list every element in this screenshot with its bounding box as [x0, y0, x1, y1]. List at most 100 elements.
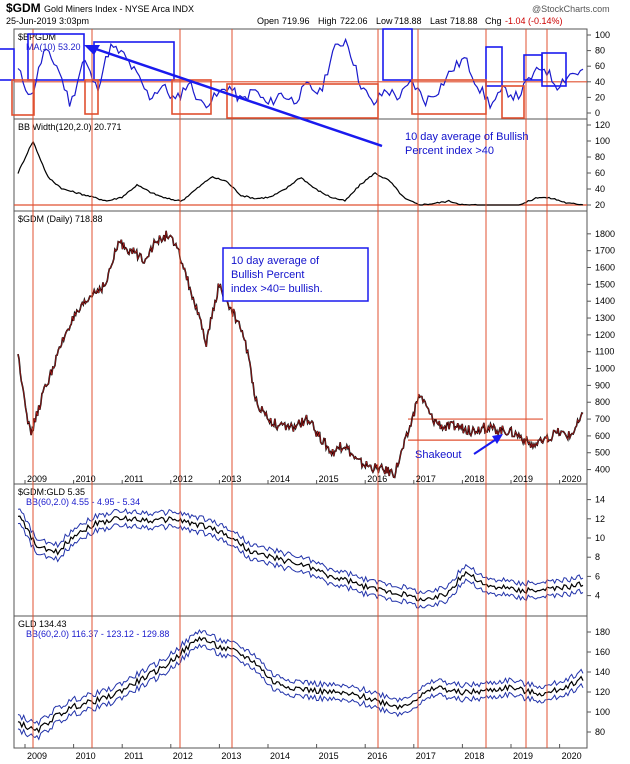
x-tick-label: 2017 [416, 474, 436, 484]
bearish-box [11, 79, 35, 116]
x-tick-label: 2014 [270, 474, 290, 484]
x-tick-label: 2016 [367, 751, 387, 761]
bb-lower [17, 522, 584, 609]
series-line [17, 37, 584, 110]
x-tick-label: 2013 [221, 751, 241, 761]
y-tick-label: 80 [595, 46, 605, 56]
x-tick-label: 2016 [367, 474, 387, 484]
y-tick-label: 80 [595, 727, 605, 737]
y-tick-label: 80 [595, 152, 605, 162]
y-tick-label: 1300 [595, 313, 615, 323]
y-tick-label: 14 [595, 495, 605, 505]
last-label: Last [430, 16, 448, 26]
y-tick-label: 500 [595, 448, 610, 458]
index-name: Gold Miners Index - NYSE Arca INDX [44, 4, 194, 14]
bpi-annotation-line-1: 10 day average of Bullish [405, 131, 529, 143]
bpi-annotation: 10 day average of Bullish Percent index … [84, 45, 529, 157]
y-tick-label: 100 [595, 707, 610, 717]
bullish-box [27, 33, 85, 81]
y-tick-label: 140 [595, 667, 610, 677]
x-tick-label: 2018 [464, 474, 484, 484]
y-tick-label: 1100 [595, 347, 614, 357]
red-vertical-lines [32, 29, 548, 748]
annotation-boxes [0, 28, 567, 119]
bearish-box [501, 85, 525, 119]
y-tick-label: 40 [595, 77, 605, 87]
panel-title: GLD 134.43 [18, 619, 67, 629]
x-axis: 2009 2009 2010 2010 2011 2011 2012 2012 2013 2013… [24, 474, 582, 761]
y-tick-label: 6 [595, 571, 600, 581]
y-tick-label: 1600 [595, 263, 615, 273]
y-tick-label: 120 [595, 687, 610, 697]
high-value: 722.06 [340, 16, 368, 26]
main-annotation: 10 day average of Bullish Percent index … [222, 247, 369, 302]
open-label: Open [257, 16, 279, 26]
main-annotation-box [222, 247, 369, 302]
x-tick-label: 2012 [173, 751, 193, 761]
panel-frame [13, 483, 588, 617]
panel-frame [13, 118, 588, 212]
x-tick-label: 2015 [319, 474, 339, 484]
main-annotation-line-1: 10 day average of [231, 255, 320, 267]
main-annotation-line-2: Bullish Percent [231, 269, 304, 281]
y-tick-label: 600 [595, 431, 610, 441]
panel-legend: BB(60,2.0) 116.37 - 123.12 - 129.88 [26, 629, 169, 639]
open-value: 719.96 [282, 16, 310, 26]
shakeout-label: Shakeout [415, 449, 461, 461]
x-tick-label: 2020 [562, 474, 582, 484]
x-tick-label: 2009 [27, 474, 47, 484]
y-tick-label: 700 [595, 414, 610, 424]
y-tick-label: 800 [595, 397, 610, 407]
x-tick-label: 2019 [513, 751, 533, 761]
y-tick-label: 20 [595, 92, 605, 102]
low-label: Low [376, 16, 393, 26]
chg-value: -1.04 (-0.14%) [505, 16, 563, 26]
bullish-box [485, 46, 503, 87]
x-tick-label: 2017 [416, 751, 436, 761]
bearish-box [411, 79, 487, 115]
quote-line: Open 719.96 High 722.06 Low 718.88 Last … [257, 16, 563, 26]
bearish-box [84, 79, 99, 115]
y-tick-label: 400 [595, 465, 610, 475]
panel-legend: BB(60,2.0) 4.55 - 4.95 - 5.34 [26, 497, 140, 507]
y-tick-label: 20 [595, 200, 605, 210]
x-tick-label: 2020 [562, 751, 582, 761]
y-tick-label: 8 [595, 552, 600, 562]
bullish-box [93, 41, 175, 81]
panel-title: BB Width(120,2.0) 20.771 [18, 122, 122, 132]
x-tick-label: 2009 [27, 751, 47, 761]
series-line [17, 515, 584, 602]
x-tick-label: 2014 [270, 751, 290, 761]
y-tick-label: 1500 [595, 279, 615, 289]
x-tick-label: 2015 [319, 751, 339, 761]
y-tick-label: 60 [595, 61, 605, 71]
panel-title: $GDM (Daily) 718.88 [18, 214, 103, 224]
y-tick-label: 120 [595, 120, 610, 130]
bpi-arrow-head [84, 45, 100, 55]
bpi-annotation-line-2: Percent index >40 [405, 145, 494, 157]
bb-upper [17, 508, 584, 595]
chg-label: Chg [485, 16, 502, 26]
y-tick-label: 0 [595, 108, 600, 118]
y-tick-label: 1700 [595, 246, 615, 256]
x-tick-label: 2010 [76, 751, 96, 761]
x-tick-label: 2019 [513, 474, 533, 484]
brand-label: @StockCharts.com [532, 4, 610, 14]
y-tick-label: 180 [595, 627, 610, 637]
series-line [17, 635, 584, 734]
high-label: High [318, 16, 337, 26]
symbol-title: $GDM [6, 1, 41, 15]
bpi-arrow-line [89, 45, 383, 148]
y-tick-label: 900 [595, 380, 610, 390]
bb-upper [17, 628, 584, 727]
series-line [17, 140, 584, 206]
x-tick-label: 2011 [124, 751, 143, 761]
x-tick-label: 2010 [76, 474, 96, 484]
y-tick-label: 1800 [595, 229, 615, 239]
y-tick-label: 4 [595, 591, 600, 601]
bb-lower [17, 643, 584, 741]
y-tick-label: 1400 [595, 296, 615, 306]
shakeout-arrow-head [492, 434, 503, 444]
